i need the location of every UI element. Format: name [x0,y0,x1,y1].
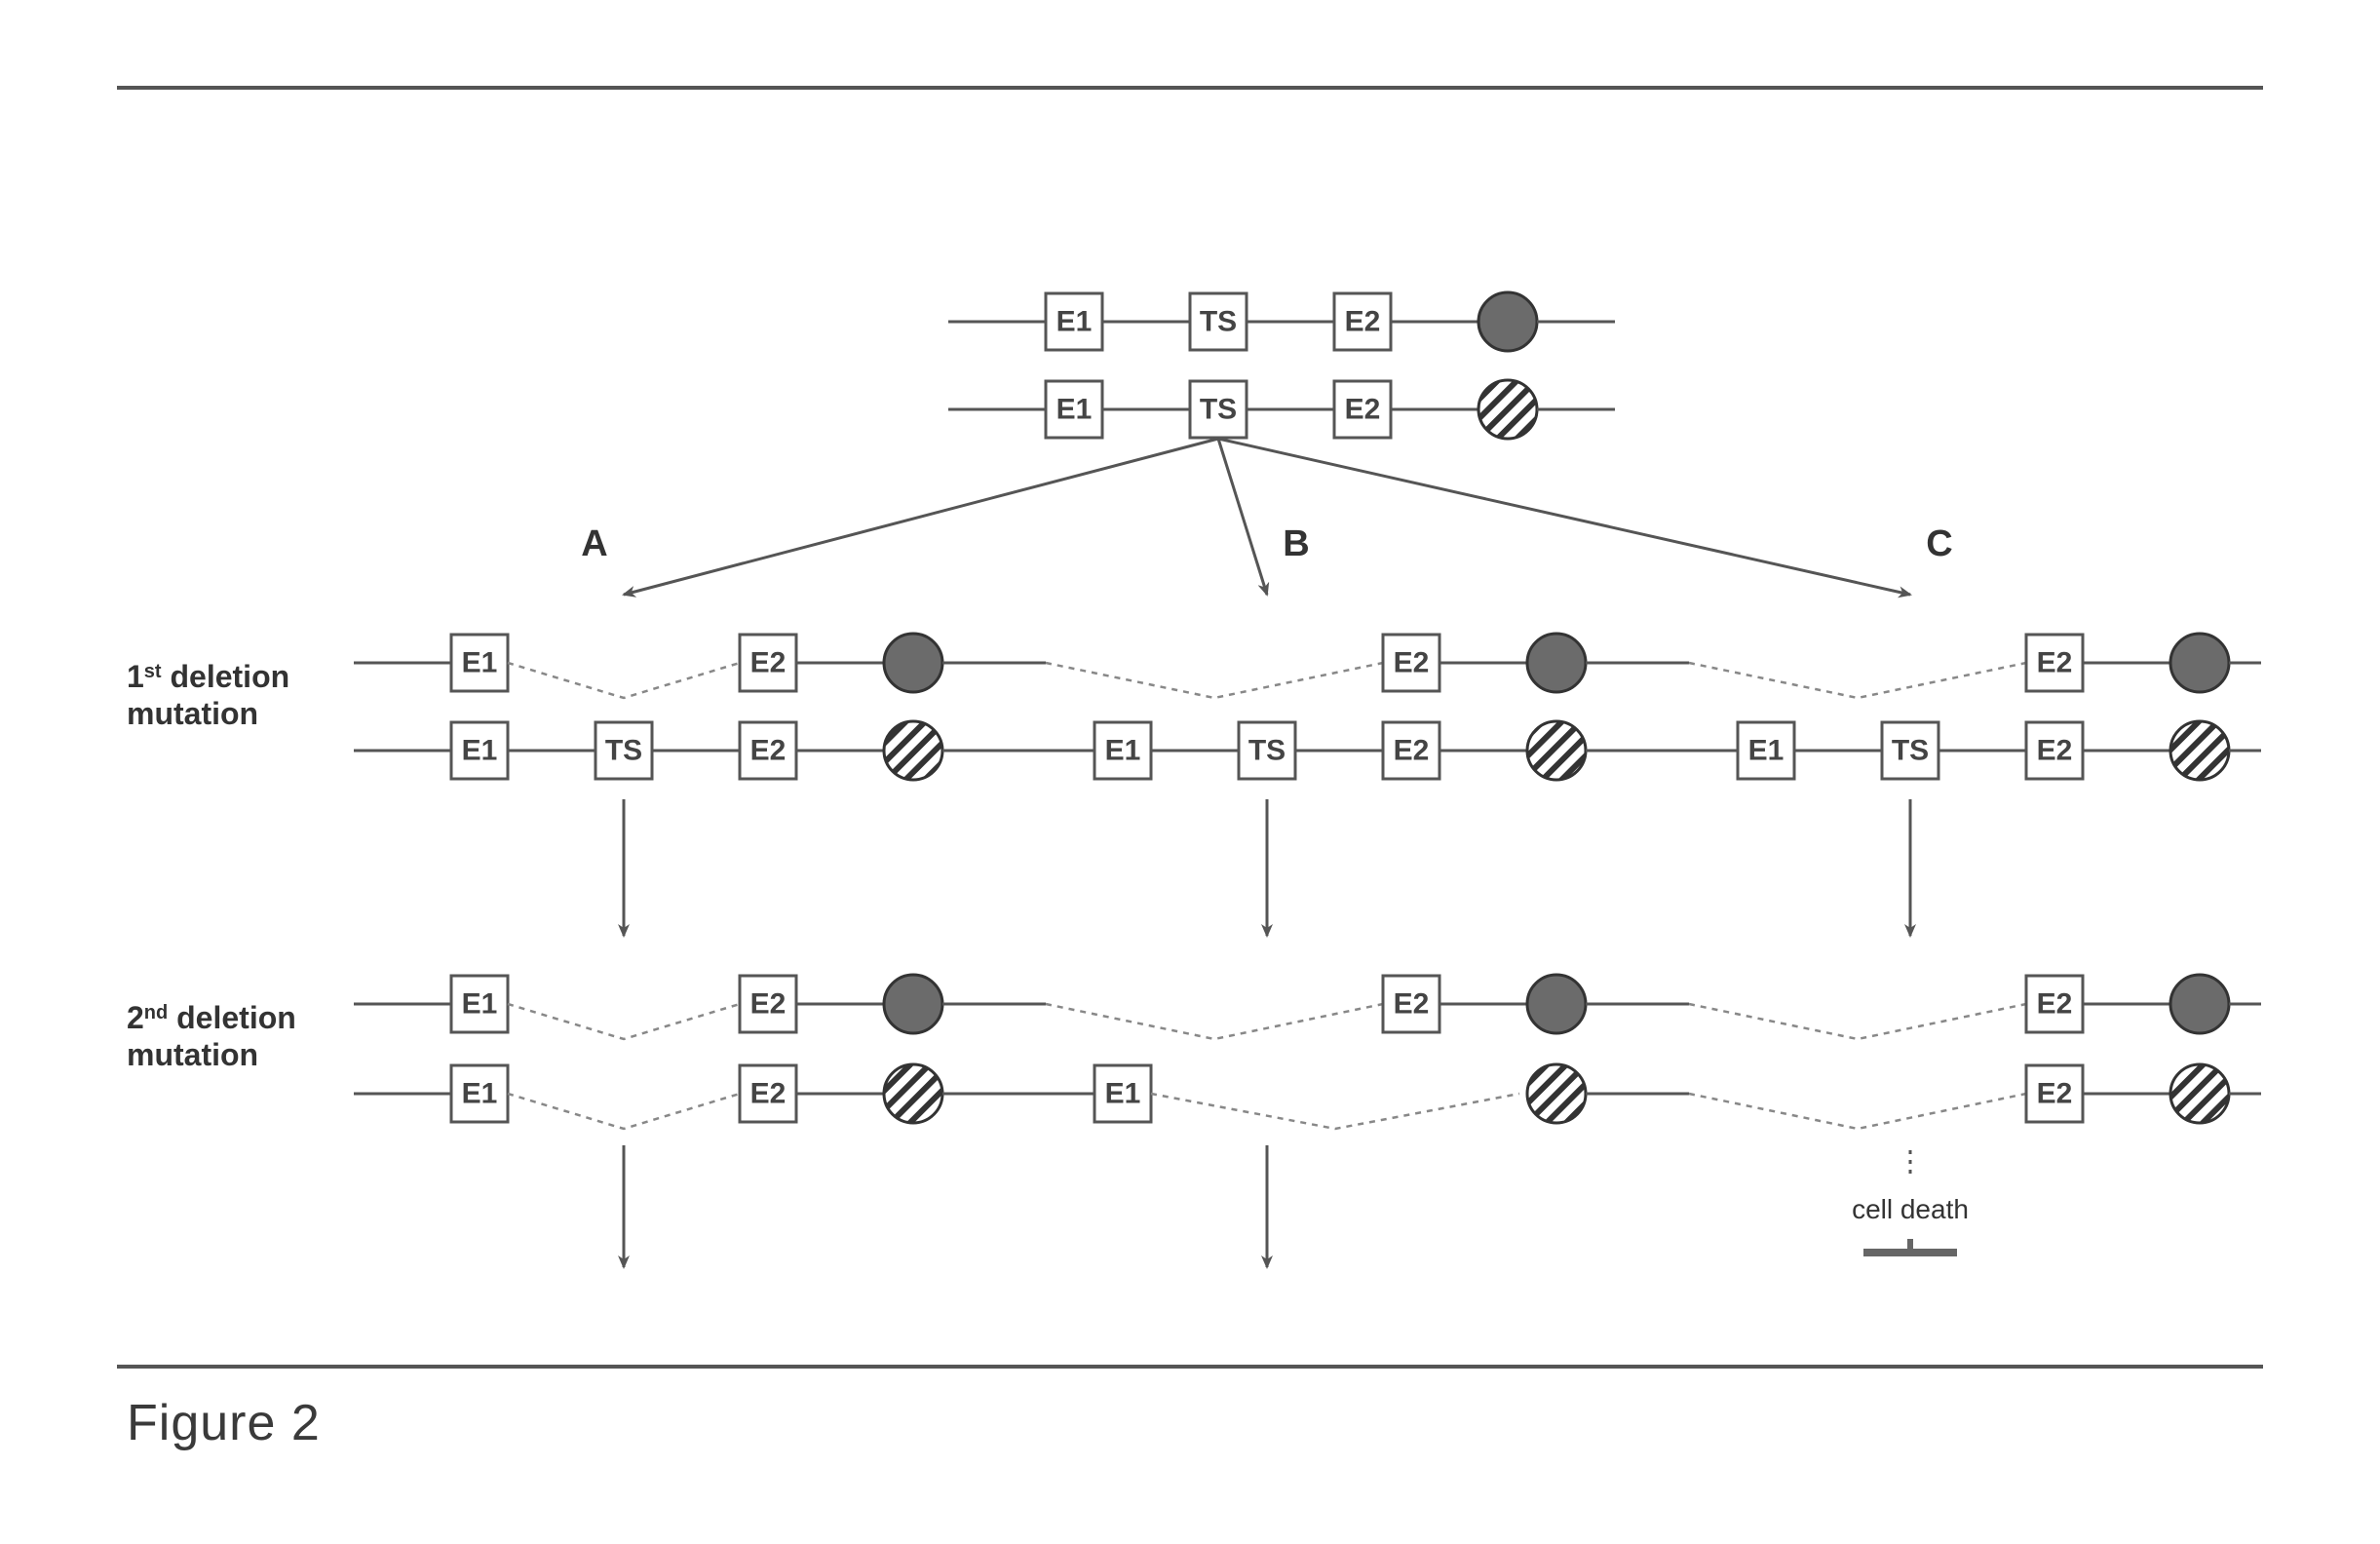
row-label-second-deletion-line2: mutation [127,1037,258,1072]
gene-box-label: TS [1200,394,1237,426]
deletion-gap [508,1004,740,1039]
diagram-svg: E1TSE2E1TSE2ABC1st deletionmutation2nd d… [117,117,2261,1345]
r2-c-bot: E2 [1640,1064,2261,1129]
gene-box-label: E2 [2037,1078,2073,1110]
deletion-gap [1151,1094,1519,1129]
marker-circle-solid [1478,292,1537,351]
gene-box-label: E2 [750,647,787,679]
gene-box-label: E1 [1748,735,1785,767]
row-label-second-deletion: 2nd deletion [127,1000,296,1035]
r2-c-top: E2 [1640,975,2261,1039]
gene-box-label: TS [1892,735,1929,767]
gene-box-label: TS [1248,735,1286,767]
marker-circle-hatched [2170,1064,2229,1123]
rule-bottom [117,1365,2263,1369]
marker-circle-solid [884,634,942,692]
gene-box-label: E2 [1345,306,1381,338]
deletion-gap [1689,1004,2026,1039]
deletion-gap [1689,1094,2026,1129]
deletion-gap [1046,663,1383,698]
gene-box-label: E2 [2037,647,2073,679]
marker-circle-hatched [884,1064,942,1123]
r1-c-top: E2 [1640,634,2261,698]
top-chromosome-1: E1 TS E2 [948,292,1615,351]
gene-box-label: E1 [462,988,498,1021]
r2-b-bot: E1 [997,1064,1664,1129]
gene-box-label: E1 [462,1078,498,1110]
deletion-gap [1689,663,2026,698]
gene-box-label: E2 [1394,735,1430,767]
marker-circle-solid [884,975,942,1033]
column-label-c: C [1926,523,1952,564]
marker-circle-hatched [1527,1064,1586,1123]
r1-c-bot: E1 TS E2 [1640,721,2261,780]
gene-box-label: E1 [1056,394,1093,426]
gene-box-label: E1 [462,735,498,767]
r2-a-top: E1 E2 [354,975,1020,1039]
page: Figure 2 E1TSE2E1TSE2ABC1st deletionmuta… [0,0,2380,1544]
marker-circle-hatched [1478,380,1537,439]
column-label-a: A [581,523,607,564]
gene-box-label: E1 [462,647,498,679]
gene-box-label: E2 [1394,647,1430,679]
r1-b-top: E2 [997,634,1664,698]
deletion-gap [1046,1004,1383,1039]
gene-box-label: E2 [750,988,787,1021]
marker-circle-hatched [884,721,942,780]
row-label-first-deletion: 1st deletion [127,659,289,694]
marker-circle-solid [1527,634,1586,692]
marker-circle-hatched [1527,721,1586,780]
rule-top [117,86,2263,90]
marker-circle-solid [1527,975,1586,1033]
deletion-gap [508,1094,740,1129]
gene-box-label: E2 [2037,988,2073,1021]
marker-circle-solid [2170,975,2229,1033]
gene-box-label: E2 [750,735,787,767]
gene-box-label: E1 [1105,1078,1141,1110]
branch-arrow [624,439,1218,595]
branch-arrow [1218,439,1267,595]
top-chromosome-2: E1 TS E2 [948,380,1615,439]
r1-a-bot: E1 TS E2 [354,721,1020,780]
gene-box-label: E2 [2037,735,2073,767]
diagram-stage: E1TSE2E1TSE2ABC1st deletionmutation2nd d… [117,117,2263,1330]
row-label-first-deletion-line2: mutation [127,696,258,731]
gene-box-label: E1 [1105,735,1141,767]
cell-death-label: cell death [1852,1194,1969,1224]
r1-a-top: E1 E2 [354,634,1020,698]
gene-box-label: E2 [750,1078,787,1110]
r1-b-bot: E1 TS E2 [997,721,1664,780]
marker-circle-solid [2170,634,2229,692]
figure-caption: Figure 2 [127,1394,321,1452]
branch-arrow [1218,439,1910,595]
r2-a-bot: E1 E2 [354,1064,1020,1129]
deletion-gap [508,663,740,698]
r2-b-top: E2 [997,975,1664,1039]
marker-circle-hatched [2170,721,2229,780]
gene-box-label: E2 [1394,988,1430,1021]
gene-box-label: E2 [1345,394,1381,426]
gene-box-label: TS [605,735,642,767]
gene-box-label: TS [1200,306,1237,338]
column-label-b: B [1283,523,1309,564]
gene-box-label: E1 [1056,306,1093,338]
